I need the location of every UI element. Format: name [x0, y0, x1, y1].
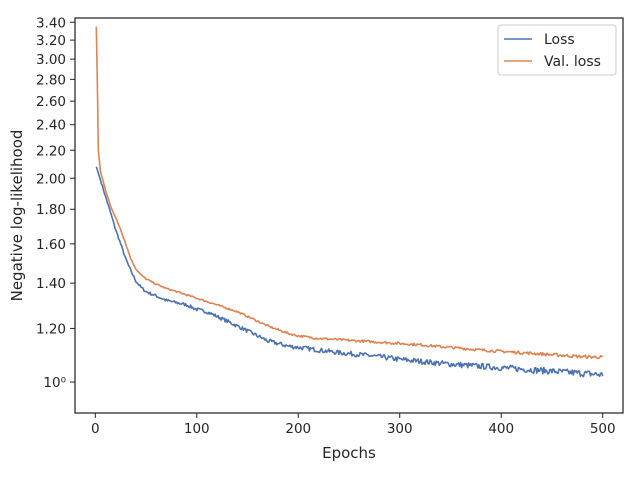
y-tick-label: 2.40	[36, 118, 66, 134]
y-tick-label: 1.40	[36, 276, 66, 292]
y-tick-label: 2.20	[36, 143, 66, 159]
legend-label: Val. loss	[544, 54, 601, 70]
plot-lines	[95, 26, 604, 378]
x-tick-label: 100	[184, 421, 210, 437]
y-tick-label: 3.40	[36, 15, 66, 31]
series-line-loss	[95, 166, 604, 378]
y-tick-label: 2.80	[36, 72, 66, 88]
x-tick-label: 500	[590, 421, 616, 437]
y-tick-label: 1.80	[36, 202, 66, 218]
y-tick-label: 3.20	[36, 33, 66, 49]
x-tick-label: 300	[387, 421, 413, 437]
y-tick-label: 10⁰	[43, 375, 66, 391]
plot-frame	[74, 17, 624, 414]
legend-label: Loss	[544, 32, 575, 48]
y-tick-label: 3.00	[36, 52, 66, 68]
x-tick-label: 0	[91, 421, 100, 437]
y-axis-label: Negative log-likelihood	[8, 130, 26, 302]
legend-box	[497, 24, 617, 76]
legend: Loss Val. loss	[497, 24, 617, 76]
x-axis-label: Epochs	[322, 444, 376, 462]
y-tick-label: 2.60	[36, 94, 66, 110]
x-axis: 0 100 200 300 400 500	[91, 413, 616, 437]
x-tick-label: 200	[285, 421, 311, 437]
x-tick-label: 400	[488, 421, 514, 437]
y-tick-label: 2.00	[36, 171, 66, 187]
y-tick-label: 1.60	[36, 237, 66, 253]
series-line-val-loss	[95, 26, 604, 360]
y-tick-label: 1.20	[36, 321, 66, 337]
y-axis: 10⁰ 1.20 1.40 1.60 1.80 2.00 2.20 2.40 2.60 2.80 3…	[36, 15, 75, 391]
